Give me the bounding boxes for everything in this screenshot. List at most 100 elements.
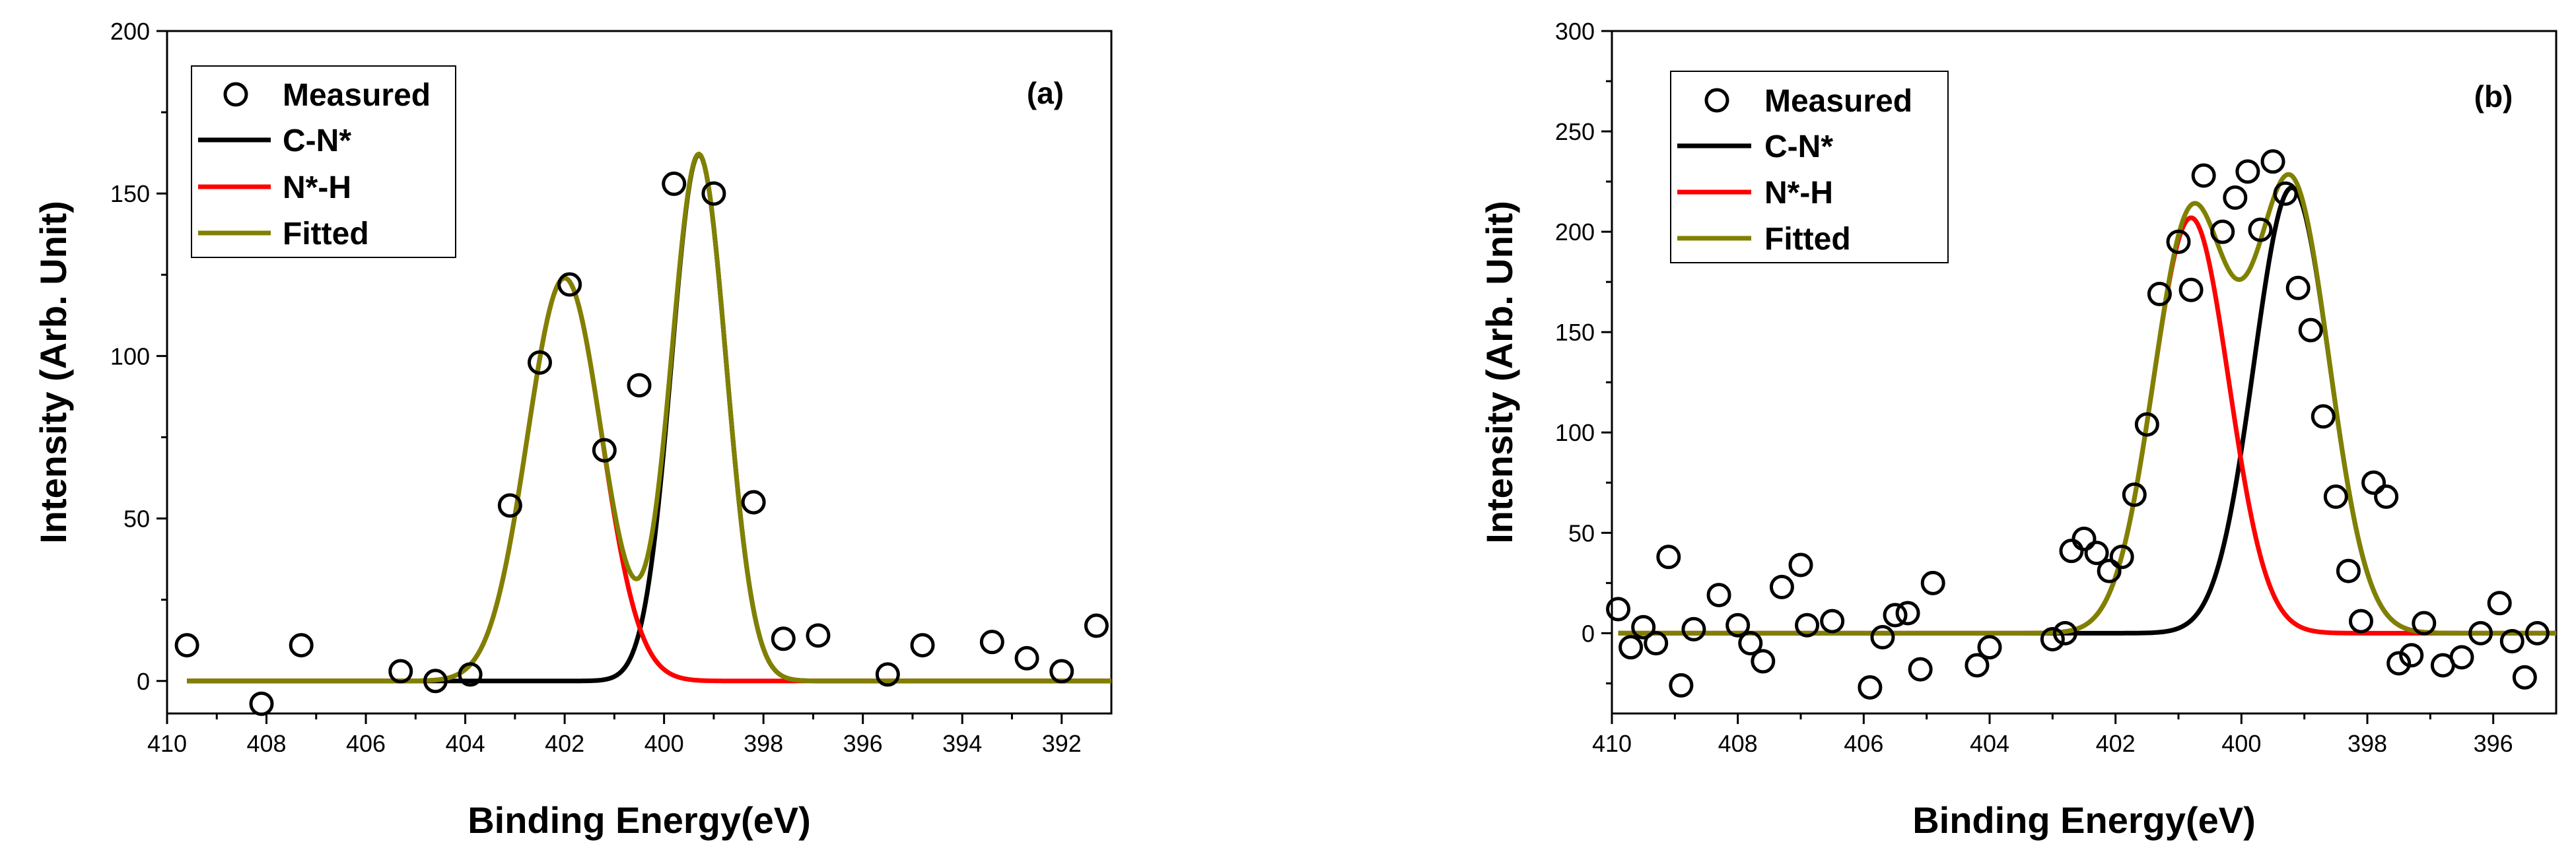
y-tick-label-b: 100 [1555,419,1595,446]
measured-point-b [2412,611,2437,636]
measured-point-b [1606,597,1631,622]
x-axis-title-b: Binding Energy(eV) [1912,799,2256,841]
measured-point-a [741,490,766,515]
curves-a [186,151,1112,684]
x-tick-label-b: 408 [1718,730,1758,757]
x-tick-label-a: 394 [942,730,982,757]
measured-point-b [2399,643,2424,668]
legend-label-fitted-a: Fitted [283,216,369,251]
measured-point-b [1820,609,1845,634]
x-tick-label-b: 398 [2348,730,2387,757]
measured-point-b [1656,545,1681,570]
measured-point-b [1738,631,1763,656]
axis-ticks-a: 410 408 406 404 402 400 398 396 394 392 0 50 100 150 2… [110,18,1082,757]
x-tick-label-b: 396 [2474,730,2513,757]
y-axis-title-a: Intensity (Arb. Unit) [32,201,74,544]
y-tick-label-b: 150 [1555,319,1595,346]
measured-point-a [910,633,935,658]
y-tick-label-b: 50 [1568,519,1595,546]
measured-point-b [2311,404,2336,429]
measured-point-b [2210,219,2235,244]
x-tick-label-b: 402 [2096,730,2136,757]
legend-label-measured-b: Measured [1764,84,1912,119]
legend-b: Measured C-N* N*-H Fitted [1670,71,1949,263]
series-n-h-b [1617,215,2557,636]
measured-point-b [2336,558,2361,583]
measured-point-b [2273,181,2298,206]
curves-b [1617,172,2557,636]
measured-point-b [2323,484,2348,510]
x-tick-label-b: 406 [1844,730,1883,757]
legend-marker-measured-b [1704,88,1729,113]
panel-b: 410 408 406 404 402 400 398 396 0 50 100 150 200 250 3… [1479,18,2558,841]
x-tick-label-a: 392 [1042,730,1082,757]
measured-point-b [2235,159,2260,184]
panel-label-a: (a) [1027,76,1064,110]
y-tick-label-a: 150 [110,180,150,207]
measured-point-b [1751,649,1776,674]
x-tick-label-a: 402 [545,730,584,757]
legend-label-nh-a: N*-H [283,170,351,205]
measured-point-b [2374,484,2399,510]
measured-point-b [2499,629,2524,654]
y-tick-label-b: 250 [1555,118,1595,145]
measured-point-b [2512,665,2537,690]
measured-point-b [2298,317,2323,343]
x-tick-label-a: 398 [744,730,783,757]
measured-point-b [2097,558,2122,583]
measured-point-a [497,493,522,518]
measured-point-b [1669,673,1694,698]
measured-point-b [1883,603,1908,628]
x-tick-label-b: 404 [1970,730,2009,757]
measured-point-a [701,181,726,206]
legend-a: Measured C-N* N*-H Fitted [191,65,456,258]
measured-point-a [592,438,617,463]
measured-point-b [1631,614,1656,640]
legend-box-b [1670,71,1949,263]
measured-points-b [1606,149,2550,700]
legend-label-cn-a: C-N* [283,123,351,158]
measured-point-b [1977,635,2002,660]
y-tick-label-b: 0 [1582,620,1595,647]
measured-point-a [458,662,483,687]
measured-point-b [1788,552,1813,578]
measured-point-b [1725,612,1751,638]
measured-point-a [771,626,796,651]
panel-a: 410 408 406 404 402 400 398 396 394 392 0 50 100 150 2… [32,18,1113,841]
measured-point-a [1014,645,1039,671]
measured-point-b [1908,657,1933,682]
measured-point-b [1965,653,1990,678]
series-fitted-a [186,151,1112,684]
legend-label-cn-b: C-N* [1764,129,1833,164]
measured-point-b [1706,583,1731,608]
measured-point-b [2052,620,2077,645]
measured-point-b [1920,570,1945,595]
legend-box-a [191,65,456,258]
measured-point-a [249,691,274,716]
measured-point-b [2361,470,2386,495]
measured-point-b [2134,412,2159,437]
measured-point-b [2348,609,2373,634]
measured-point-b [1681,616,1706,642]
y-tick-label-b: 200 [1555,218,1595,246]
measured-point-b [1644,631,1669,656]
y-tick-label-a: 0 [137,668,150,695]
x-axis-title-a: Binding Energy(eV) [468,799,811,841]
measured-point-b [2178,277,2204,302]
measured-points-a [174,171,1109,716]
measured-point-a [174,633,199,658]
measured-point-b [2285,275,2311,300]
measured-point-b [2191,163,2216,188]
x-tick-label-b: 410 [1592,730,1632,757]
series-n-h-a [186,275,1112,684]
measured-point-a [875,662,900,687]
legend-label-nh-b: N*-H [1764,176,1833,211]
y-tick-label-a: 100 [110,343,150,370]
measured-point-b [2449,645,2474,670]
x-tick-label-a: 406 [346,730,386,757]
measured-point-a [289,633,314,658]
measured-point-b [2084,541,2109,566]
measured-point-b [1619,635,1644,660]
measured-point-b [2109,545,2134,570]
measured-point-a [1049,659,1074,684]
